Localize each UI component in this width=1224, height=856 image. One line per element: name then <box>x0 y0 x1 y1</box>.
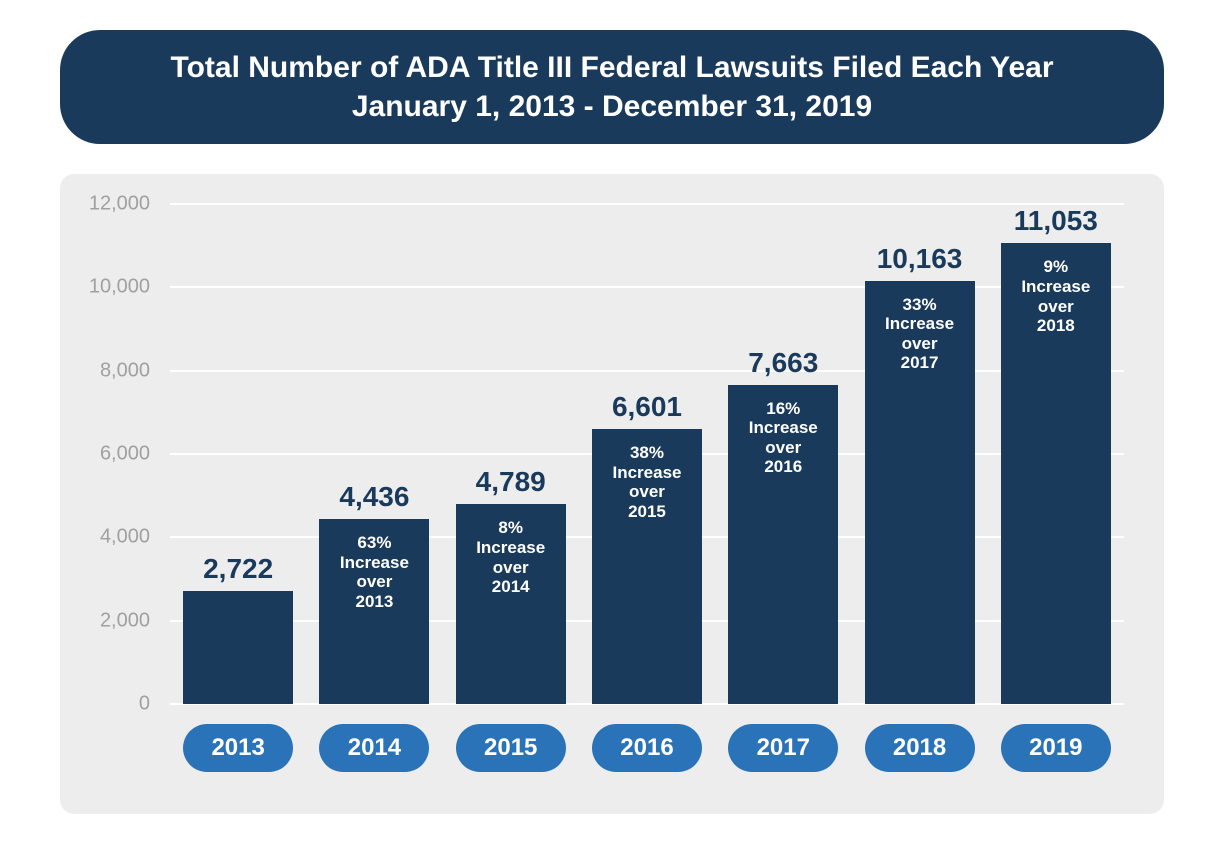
x-axis-pill: 2014 <box>319 724 429 772</box>
chart-area: 0 2,000 4,000 6,000 8,000 10,000 12,000 2,722 4… <box>60 174 1164 814</box>
bar: 33%Increaseover2017 <box>865 281 975 704</box>
bar: 38%Increaseover2015 <box>592 429 702 704</box>
y-tick-label: 0 <box>139 693 150 716</box>
bar-note: 16%Increaseover2016 <box>745 399 822 477</box>
bar-value-label: 2,722 <box>203 553 273 585</box>
bar-group: 10,163 33%Increaseover2017 <box>865 204 975 704</box>
bar-note: 38%Increaseover2015 <box>608 443 685 521</box>
y-tick-label: 4,000 <box>100 526 150 549</box>
bar-note: 8%Increaseover2014 <box>472 518 549 596</box>
bar-value-label: 11,053 <box>1014 205 1098 237</box>
bar-group: 2,722 <box>183 204 293 704</box>
bar-value-label: 4,789 <box>476 466 546 498</box>
chart-inner: 02,0004,0006,0008,00010,00012,000 2,7224… <box>80 204 1124 784</box>
bar-note: 63%Increaseover2013 <box>336 533 413 611</box>
title-line-1: Total Number of ADA Title III Federal La… <box>171 51 1054 84</box>
bar: 63%Increaseover2013 <box>319 519 429 704</box>
x-axis-pill: 2015 <box>456 724 566 772</box>
bar: 8%Increaseover2014 <box>456 504 566 704</box>
title-line-2: January 1, 2013 - December 31, 2019 <box>352 90 872 123</box>
bar-group: 6,601 38%Increaseover2015 <box>592 204 702 704</box>
bar-value-label: 4,436 <box>339 481 409 513</box>
bar <box>183 591 293 704</box>
x-pills: 2013 2014 2015 2016 2017 2018 2019 <box>170 724 1124 772</box>
bar-value-label: 6,601 <box>612 391 682 423</box>
bar: 16%Increaseover2016 <box>728 385 838 704</box>
bar: 9%Increaseover2018 <box>1001 243 1111 704</box>
x-axis-pill: 2018 <box>865 724 975 772</box>
bar-value-label: 10,163 <box>877 243 963 275</box>
x-axis-pill: 2016 <box>592 724 702 772</box>
bar-group: 4,789 8%Increaseover2014 <box>456 204 566 704</box>
y-tick-label: 12,000 <box>89 193 150 216</box>
y-tick-label: 8,000 <box>100 359 150 382</box>
bar-value-label: 7,663 <box>748 347 818 379</box>
bar-group: 7,663 16%Increaseover2016 <box>728 204 838 704</box>
y-tick-label: 2,000 <box>100 609 150 632</box>
bar-group: 11,053 9%Increaseover2018 <box>1001 204 1111 704</box>
y-tick-label: 10,000 <box>89 276 150 299</box>
bar-note: 9%Increaseover2018 <box>1017 257 1094 335</box>
y-axis: 02,0004,0006,0008,00010,00012,000 <box>80 204 160 704</box>
y-tick-label: 6,000 <box>100 443 150 466</box>
x-axis-pill: 2013 <box>183 724 293 772</box>
chart-title: Total Number of ADA Title III Federal La… <box>60 30 1164 144</box>
bar-group: 4,436 63%Increaseover2013 <box>319 204 429 704</box>
x-axis-pill: 2017 <box>728 724 838 772</box>
bars-area: 2,722 4,436 63%Increaseover2013 4,789 8%Incr… <box>170 204 1124 704</box>
x-axis-pill: 2019 <box>1001 724 1111 772</box>
bar-note: 33%Increaseover2017 <box>881 295 958 373</box>
